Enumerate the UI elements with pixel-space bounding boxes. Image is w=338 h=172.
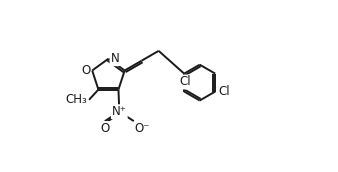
Text: N: N [111,52,119,65]
Text: O: O [81,64,90,77]
Text: N⁺: N⁺ [112,105,127,118]
Text: O⁻: O⁻ [135,122,150,135]
Text: Cl: Cl [218,85,230,98]
Text: CH₃: CH₃ [66,93,87,106]
Text: O: O [100,122,110,135]
Text: Cl: Cl [179,76,191,88]
